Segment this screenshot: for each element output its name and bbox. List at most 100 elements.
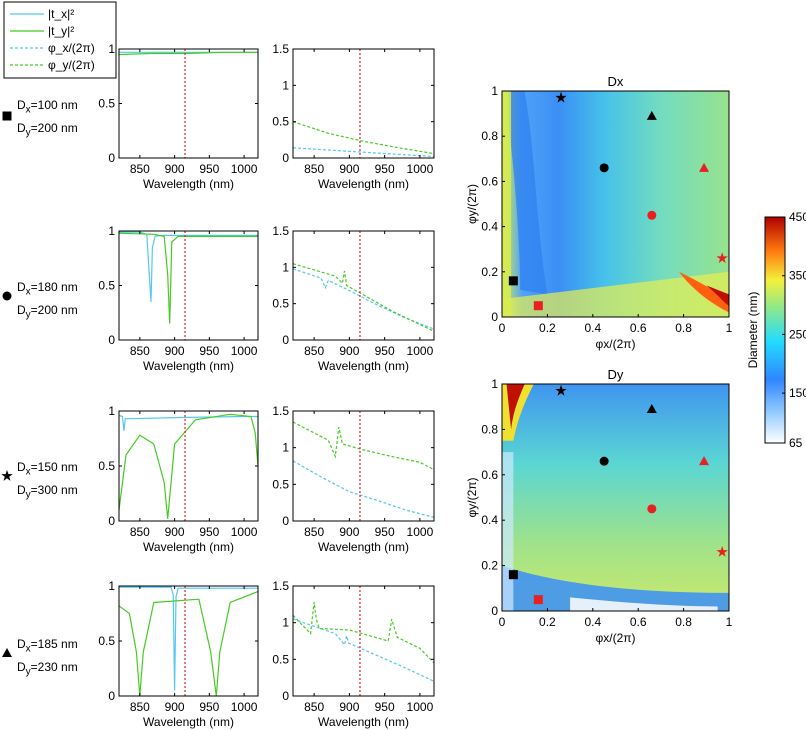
series-phi-y---pi- — [293, 421, 434, 471]
phase-row1: 850 900 950 1000 0 0.5 1 1.5 Wavelength (nm) — [272, 42, 435, 191]
row3-dy: Dy=300 nm — [17, 483, 78, 501]
colorbar: 65 150 250 350 450 Diameter (nm) — [746, 210, 806, 450]
plot-area — [119, 411, 258, 521]
row2-dx: Dx=180 nm — [17, 280, 78, 298]
axes-frame — [292, 48, 435, 159]
y-tick-label: 0.2 — [481, 559, 498, 573]
colorbar-tick-label: 150 — [789, 386, 806, 400]
y-tick-label: 0.5 — [272, 115, 289, 129]
y-tick-label: 0.5 — [272, 652, 289, 666]
y-tick-label: 1 — [491, 377, 498, 391]
plot-area — [119, 231, 258, 340]
x-tick-label: 850 — [130, 700, 150, 714]
x-tick-label: 900 — [165, 700, 185, 714]
axes-frame — [292, 585, 435, 697]
row-marker-star — [1, 470, 13, 481]
series-group — [119, 413, 258, 519]
x-axis-label: φx/(2π) — [595, 631, 635, 645]
x-tick-label: 1000 — [231, 525, 258, 539]
heatmap-feature — [502, 452, 514, 611]
row-marker-triangle — [2, 648, 12, 657]
row-marker-square — [2, 111, 12, 121]
x-axis-label: Wavelength (nm) — [318, 359, 409, 373]
x-axis-label: φx/(2π) — [595, 337, 635, 351]
x-tick-label: 1000 — [231, 344, 258, 358]
y-tick-label: 1 — [108, 579, 115, 593]
x-tick-label: 850 — [304, 700, 324, 714]
phase-row4: 850 900 950 1000 0 0.5 1 1.5 Wavelength (nm) — [272, 579, 435, 729]
plot-area — [293, 411, 434, 521]
series-phi-x---pi- — [293, 618, 434, 682]
series--t-y--- — [119, 232, 258, 324]
y-tick-label: 0 — [491, 310, 498, 324]
transmission-row4: 850 900 950 1000 0 0.5 1 Wavelength (nm) — [98, 579, 259, 729]
point-red-star — [716, 546, 728, 557]
x-tick-label: 1000 — [407, 162, 434, 176]
x-tick-label: 0.2 — [539, 321, 556, 335]
x-axis-label: Wavelength (nm) — [143, 540, 234, 554]
x-tick-label: 850 — [304, 525, 324, 539]
point-red-circle — [647, 210, 657, 220]
series-phi-y---pi- — [293, 602, 434, 664]
point-black-triangle — [646, 110, 657, 120]
y-tick-label: 0.4 — [481, 513, 498, 527]
x-tick-label: 850 — [304, 162, 324, 176]
heatmap-feature — [502, 565, 729, 611]
transmission-row1: 850 900 950 1000 0 0.5 1 Wavelength (nm) — [98, 42, 259, 191]
series-group — [293, 263, 434, 332]
x-tick-label: 850 — [130, 344, 150, 358]
y-tick-label: 0.5 — [98, 279, 115, 293]
plot-area — [293, 49, 434, 158]
x-tick-label: 950 — [375, 162, 395, 176]
point-red-square — [533, 301, 543, 311]
point-black-square — [508, 276, 518, 286]
x-axis-label: Wavelength (nm) — [318, 177, 409, 191]
map-dx: 0 0.2 0.4 0.6 0.8 1 0 0.2 0.4 0.6 0.8 1 Dx φx/(2π) φy/… — [465, 74, 733, 351]
series-phi-x---pi- — [293, 460, 434, 518]
phase-row2: 850 900 950 1000 0 0.5 1 1.5 Wavelength (nm) — [272, 224, 435, 373]
y-tick-label: 0 — [282, 151, 289, 165]
legend-label-2: |t_y|² — [48, 24, 74, 38]
legend: |t_x|² |t_y|² φ_x/(2π) φ_y/(2π) — [3, 1, 117, 79]
heatmap-title: Dy — [608, 367, 624, 382]
x-tick-label: 1000 — [231, 700, 258, 714]
colorbar-tick-label: 450 — [789, 210, 806, 224]
x-tick-label: 1000 — [407, 344, 434, 358]
x-tick-label: 950 — [199, 700, 219, 714]
axes-frame — [292, 230, 435, 341]
y-tick-label: 0 — [491, 604, 498, 618]
point-red-triangle — [699, 456, 710, 466]
y-tick-label: 1 — [108, 42, 115, 56]
x-tick-label: 950 — [199, 525, 219, 539]
legend-label-1: |t_x|² — [48, 7, 74, 21]
x-tick-label: 900 — [339, 344, 359, 358]
x-tick-label: 900 — [165, 162, 185, 176]
point-black-circle — [599, 456, 609, 466]
point-black-triangle — [646, 403, 657, 413]
y-tick-label: 0 — [282, 333, 289, 347]
series-group — [293, 421, 434, 518]
y-tick-label: 0 — [108, 514, 115, 528]
x-tick-label: 1 — [726, 615, 733, 629]
series-group — [119, 51, 258, 56]
x-tick-label: 0.4 — [584, 321, 601, 335]
x-tick-label: 900 — [339, 525, 359, 539]
heatmap-feature — [679, 271, 729, 313]
x-tick-label: 0.8 — [675, 321, 692, 335]
x-tick-label: 900 — [339, 162, 359, 176]
x-tick-label: 900 — [165, 525, 185, 539]
x-tick-label: 850 — [130, 162, 150, 176]
heatmap-feature — [502, 91, 512, 317]
x-tick-label: 950 — [375, 525, 395, 539]
x-tick-label: 1 — [726, 321, 733, 335]
x-tick-label: 0.6 — [630, 615, 647, 629]
y-tick-label: 1 — [108, 224, 115, 238]
x-tick-label: 1000 — [407, 700, 434, 714]
point-red-triangle — [699, 162, 710, 172]
heatmap-feature — [570, 597, 718, 611]
x-axis-label: Wavelength (nm) — [318, 540, 409, 554]
x-tick-label: 900 — [165, 344, 185, 358]
point-black-circle — [599, 163, 609, 173]
y-tick-label: 1.5 — [272, 42, 289, 56]
x-tick-label: 0.2 — [539, 615, 556, 629]
